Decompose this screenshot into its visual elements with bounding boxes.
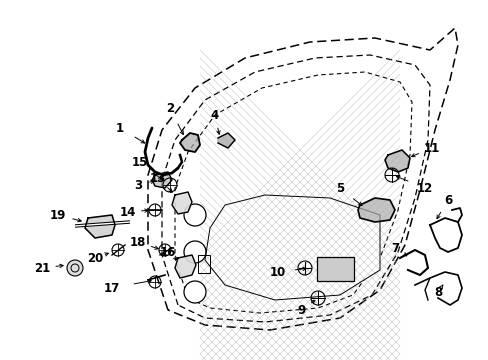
Polygon shape <box>172 192 192 214</box>
Text: 16: 16 <box>160 246 176 258</box>
Text: 7: 7 <box>390 242 398 255</box>
Polygon shape <box>152 172 172 188</box>
Text: 3: 3 <box>134 179 142 192</box>
Text: 9: 9 <box>297 303 305 316</box>
Polygon shape <box>175 255 196 278</box>
Text: 8: 8 <box>433 285 441 298</box>
Text: 12: 12 <box>416 181 432 194</box>
Polygon shape <box>204 195 379 300</box>
Circle shape <box>183 281 205 303</box>
Circle shape <box>67 260 83 276</box>
Text: 18: 18 <box>129 235 146 248</box>
Circle shape <box>183 241 205 263</box>
Text: 5: 5 <box>335 181 344 194</box>
Bar <box>198 255 209 273</box>
Text: 13: 13 <box>149 171 166 185</box>
Text: 14: 14 <box>120 206 136 219</box>
Text: 20: 20 <box>87 252 103 265</box>
FancyBboxPatch shape <box>316 257 353 281</box>
Text: 10: 10 <box>269 266 285 279</box>
Text: 11: 11 <box>423 141 439 154</box>
Text: 19: 19 <box>50 208 66 221</box>
Text: 17: 17 <box>103 282 120 294</box>
Polygon shape <box>218 133 235 148</box>
Polygon shape <box>180 133 200 152</box>
Text: 4: 4 <box>210 108 219 122</box>
Polygon shape <box>384 150 409 172</box>
Text: 21: 21 <box>34 261 50 274</box>
Circle shape <box>183 204 205 226</box>
Text: 1: 1 <box>116 122 124 135</box>
Polygon shape <box>85 215 115 238</box>
Text: 6: 6 <box>443 194 451 207</box>
Text: 2: 2 <box>165 102 174 114</box>
Polygon shape <box>357 198 394 222</box>
Text: 15: 15 <box>132 156 148 168</box>
